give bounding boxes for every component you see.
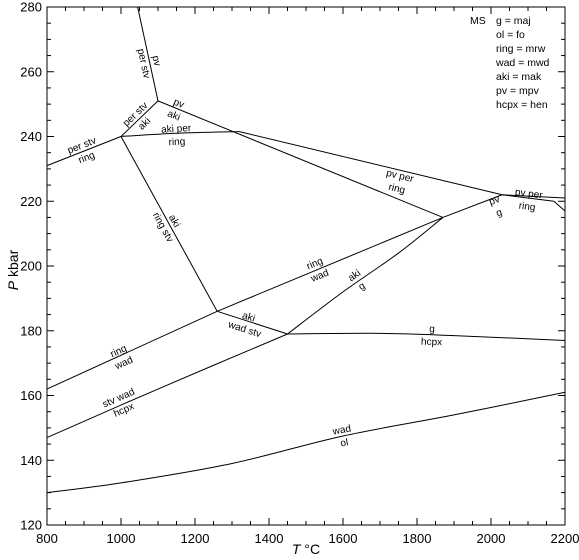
reaction-curve (287, 332, 566, 341)
reaction-label-below: ol (340, 437, 350, 449)
reaction-label-below: g (357, 281, 368, 293)
y-axis-title: P kbar (5, 249, 21, 290)
x-tick-label: 1200 (181, 531, 210, 546)
reaction-label-above: aki (241, 310, 257, 324)
y-tick-label: 260 (20, 64, 42, 79)
reaction-curve (217, 310, 288, 335)
reaction-label-below: g (495, 207, 504, 219)
reaction-label-below: ring (387, 182, 406, 197)
reaction-label-below: aki (166, 108, 182, 123)
legend-entry: hcpx = hen (496, 99, 548, 111)
reaction-label-above: wad (331, 423, 352, 437)
y-tick-label: 180 (20, 323, 42, 338)
legend-entry: wad = mwd (495, 57, 550, 69)
x-tick-label: 1800 (403, 531, 432, 546)
x-tick-label: 2200 (551, 531, 579, 546)
reaction-label-above: pv per (514, 187, 544, 201)
reaction-label-above: aki (166, 213, 182, 230)
reaction-curve (120, 100, 159, 137)
legend-entry: ol = fo (496, 29, 525, 41)
reaction-curve (46, 333, 288, 439)
x-axis-title: T °C (292, 541, 320, 557)
tick-labels: 800 1000 1200 1400 1600 1800 2000 2200 120 140 160… (20, 0, 579, 546)
legend: MS g = maj ol = fo ring = mrw wad = mwd … (470, 15, 550, 111)
reaction-curve (217, 216, 444, 312)
y-tick-label: 220 (20, 194, 42, 209)
reaction-label-below: wad stv (226, 319, 263, 340)
y-tick-label: 140 (20, 453, 42, 468)
legend-entry: aki = mak (496, 71, 542, 83)
reaction-label-below: ring (518, 201, 536, 214)
reaction-curve (157, 100, 444, 218)
y-tick-label: 240 (20, 129, 42, 144)
legend-entry: ring = mrw (496, 43, 546, 55)
reaction-label-above: pv (172, 97, 186, 111)
legend-system: MS (470, 15, 486, 27)
legend-entry: pv = mpv (496, 85, 540, 97)
reaction-curve (137, 6, 159, 101)
x-tick-label: 2000 (477, 531, 506, 546)
reaction-label: g hcpx (421, 324, 442, 349)
reaction-curve (46, 391, 566, 494)
legend-entry: g = maj (496, 15, 531, 27)
y-tick-label: 280 (20, 0, 42, 15)
x-tick-label: 800 (36, 531, 58, 546)
reaction-curve (287, 217, 444, 335)
reaction-label-below: ring (168, 136, 185, 148)
reaction-label-above: pv (149, 55, 162, 68)
reaction-curve (46, 310, 218, 390)
reaction-label-above: aki per (161, 123, 192, 136)
reaction-curve (553, 200, 566, 212)
reaction-curve (239, 131, 503, 196)
reaction-curve (120, 136, 218, 312)
reaction-label-above: pv (488, 194, 502, 208)
plot-frame (46, 6, 566, 526)
reaction-label-below: per stv (135, 48, 152, 80)
reaction-label: pvg (488, 194, 504, 219)
reaction-curves (46, 6, 566, 494)
reaction-curve (502, 194, 566, 199)
y-tick-label: 160 (20, 388, 42, 403)
reaction-curve (46, 136, 122, 167)
y-tick-label: 200 (20, 259, 42, 274)
y-tick-label: 120 (20, 518, 42, 533)
x-tick-label: 1600 (329, 531, 358, 546)
reaction-label-above: g (429, 324, 435, 335)
reaction-curve (120, 131, 240, 137)
reaction-curve (442, 194, 503, 218)
x-tick-label: 1000 (107, 531, 136, 546)
x-tick-label: 1400 (255, 531, 284, 546)
reaction-label-below: hcpx (421, 337, 442, 349)
reaction-curve (502, 194, 554, 202)
